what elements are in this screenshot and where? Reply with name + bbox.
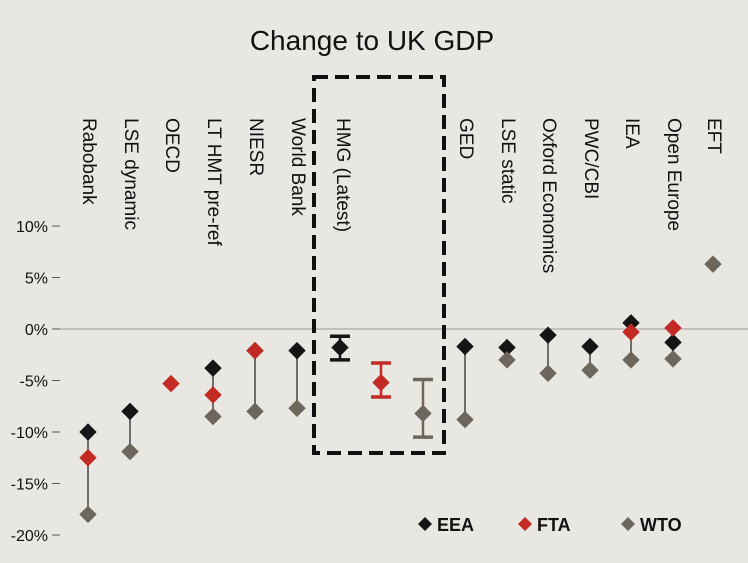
category-label-iea: IEA: [621, 118, 642, 149]
category-label-oecd: OECD: [161, 118, 182, 173]
point-wto-lse-static: [498, 351, 516, 369]
point-wto-niesr: [246, 402, 264, 421]
category-label-lse-dynamic: LSE dynamic: [120, 118, 141, 230]
point-eea-lt-hmt-pre-ref: [204, 359, 222, 377]
category-label-world-bank: World Bank: [287, 118, 308, 216]
point-wto-open-europe: [664, 350, 682, 368]
chart-title: Change to UK GDP: [250, 25, 494, 56]
y-tick-label: 10%: [16, 219, 48, 236]
y-tick-label: -10%: [11, 425, 48, 442]
category-label-hmg-latest: HMG (Latest): [332, 118, 353, 232]
category-label-eft: EFT: [703, 118, 724, 154]
legend-marker-wto: [621, 517, 635, 531]
y-tick-label: -20%: [11, 528, 48, 545]
point-fta-iea: [622, 323, 640, 341]
point-wto-hmg-latest: [414, 404, 432, 423]
highlight-box: [312, 75, 446, 455]
point-eea-lse-dynamic: [121, 402, 139, 421]
legend-label-wto: WTO: [640, 515, 682, 535]
category-labels: Rabobank LSE dynamic OECD LT HMT pre-ref NIE…: [78, 118, 724, 273]
category-label-niesr: NIESR: [245, 118, 266, 176]
y-axis: 10% 5% 0% -5% -10% -15% -20%: [11, 219, 748, 545]
point-fta-oecd: [162, 374, 180, 393]
category-label-lse-static: LSE static: [497, 118, 518, 204]
category-label-oxford-economics: Oxford Economics: [538, 118, 559, 273]
point-eea-pwc-cbi: [581, 337, 599, 356]
point-fta-lt-hmt-pre-ref: [204, 386, 222, 404]
point-fta-niesr: [246, 341, 264, 360]
point-wto-pwc-cbi: [581, 361, 599, 379]
legend-label-fta: FTA: [537, 515, 571, 535]
legend-marker-fta: [518, 517, 532, 531]
point-fta-rabobank: [79, 449, 97, 467]
y-tick-label: -5%: [20, 374, 48, 391]
legend: EEA FTA WTO: [418, 515, 682, 535]
point-fta-open-europe: [664, 319, 682, 337]
y-tick-label: 0%: [25, 322, 48, 339]
y-tick-label: 5%: [25, 271, 48, 288]
data-points: [79, 255, 722, 524]
point-eea-oxford-economics: [539, 326, 557, 344]
point-wto-lt-hmt-pre-ref: [204, 407, 222, 426]
y-tick-label: -15%: [11, 477, 48, 494]
legend-marker-eea: [418, 517, 432, 531]
category-label-open-europe: Open Europe: [663, 118, 684, 231]
point-fta-hmg-latest: [372, 373, 390, 392]
category-label-pwc-cbi: PWC/CBI: [580, 118, 601, 199]
point-wto-eft: [704, 255, 722, 273]
category-label-rabobank: Rabobank: [78, 118, 99, 205]
point-eea-rabobank: [79, 423, 97, 441]
legend-label-eea: EEA: [437, 515, 474, 535]
point-wto-oxford-economics: [539, 364, 557, 382]
point-eea-hmg-latest: [331, 338, 349, 357]
point-wto-ged: [456, 410, 474, 429]
point-eea-ged: [456, 337, 474, 356]
category-label-lt-hmt-pre-ref: LT HMT pre-ref: [203, 118, 224, 246]
point-wto-lse-dynamic: [121, 442, 139, 461]
category-label-ged: GED: [455, 118, 476, 159]
point-eea-world-bank: [288, 341, 306, 360]
point-wto-iea: [622, 351, 640, 369]
point-wto-rabobank: [79, 505, 97, 524]
point-wto-world-bank: [288, 399, 306, 418]
hmg-highlight-box: [312, 75, 446, 455]
